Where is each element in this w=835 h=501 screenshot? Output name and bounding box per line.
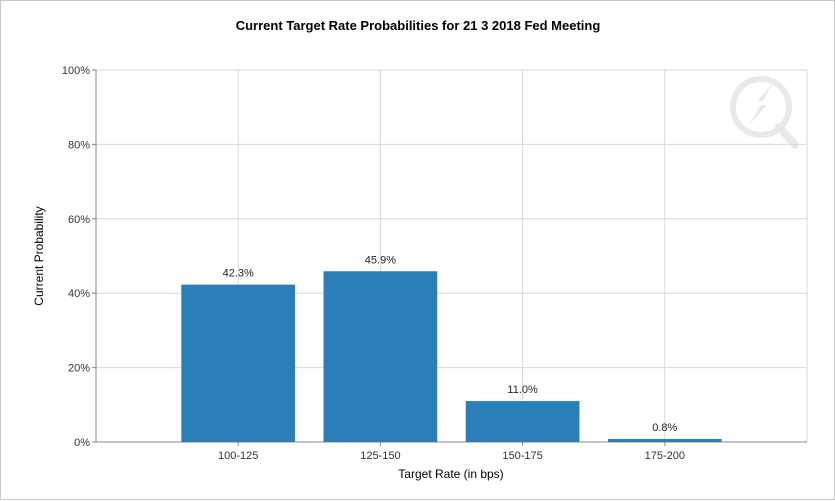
bar (181, 284, 296, 442)
watermark-logo-icon (730, 76, 799, 149)
y-tick-label: 20% (68, 363, 90, 375)
x-tick-label: 175-200 (645, 450, 685, 462)
bar-data-label: 42.3% (223, 268, 254, 280)
y-axis-label: Current Probability (32, 206, 46, 305)
bars (181, 271, 722, 442)
chart-title: Current Target Rate Probabilities for 21… (236, 18, 601, 33)
x-tick-label: 125-150 (360, 450, 400, 462)
bar-data-label: 0.8% (652, 422, 677, 434)
bar (323, 271, 438, 442)
y-tick-label: 100% (62, 65, 90, 77)
y-tick-label: 40% (68, 288, 90, 300)
bar (465, 401, 580, 442)
bar-data-label: 45.9% (365, 254, 396, 266)
bar (607, 439, 722, 442)
y-tick-labels: 0% 20% 40% 60% 80% 100% (62, 65, 90, 449)
x-tick-label: 100-125 (218, 450, 258, 462)
x-tick-labels: 100-125 125-150 150-175 175-200 (218, 450, 685, 462)
y-tick-label: 60% (68, 214, 90, 226)
x-axis-label: Target Rate (in bps) (398, 467, 503, 481)
data-labels: 42.3% 45.9% 11.0% 0.8% (223, 254, 678, 434)
y-tick-label: 80% (68, 139, 90, 151)
x-tick-label: 150-175 (502, 450, 542, 462)
bar-data-label: 11.0% (507, 384, 538, 396)
y-tick-label: 0% (74, 437, 90, 449)
